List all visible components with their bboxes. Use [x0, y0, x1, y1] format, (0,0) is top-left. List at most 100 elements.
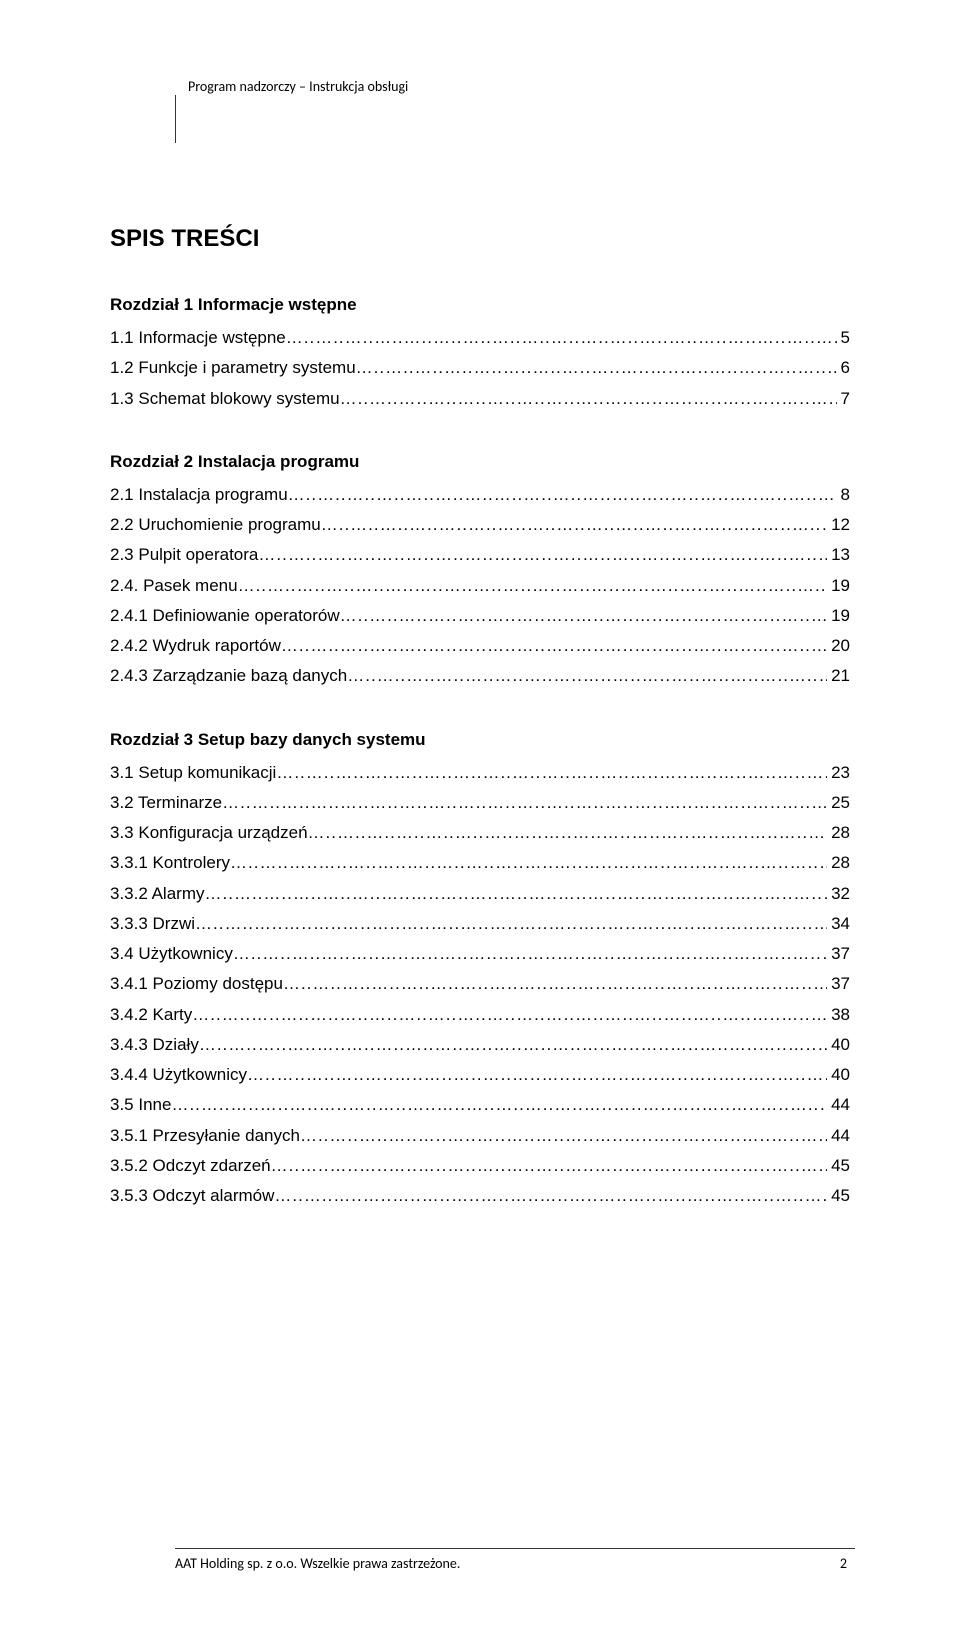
- toc-entry: 2.4. Pasek menu19: [110, 571, 850, 601]
- toc-leader: [230, 848, 827, 878]
- toc-entry: 2.3 Pulpit operatora 13: [110, 540, 850, 570]
- header-text: Program nadzorczy – Instrukcja obsługi: [188, 78, 408, 95]
- toc-entry: 1.1 Informacje wstępne 5: [110, 323, 850, 353]
- toc-entry: 3.4.2 Karty 38: [110, 1000, 850, 1030]
- toc-entry: 3.3.3 Drzwi 34: [110, 909, 850, 939]
- toc-leader: [356, 353, 837, 383]
- toc-page: 19: [827, 601, 850, 631]
- toc-entry: 1.2 Funkcje i parametry systemu 6: [110, 353, 850, 383]
- toc-page: 25: [827, 788, 850, 818]
- toc-entry: 2.4.2 Wydruk raportów 20: [110, 631, 850, 661]
- toc-page: 37: [827, 939, 850, 969]
- toc-leader: [274, 1181, 827, 1211]
- toc-page: 6: [837, 353, 850, 383]
- toc-label: 3.2 Terminarze: [110, 788, 222, 818]
- footer-page-number: 2: [840, 1555, 855, 1572]
- toc-leader: [308, 818, 828, 848]
- toc-leader: [300, 1121, 827, 1151]
- toc-leader: [171, 1090, 827, 1120]
- toc-label: 3.5.3 Odczyt alarmów: [110, 1181, 274, 1211]
- toc-entry: 3.1 Setup komunikacji 23: [110, 758, 850, 788]
- toc-entry: 3.5.3 Odczyt alarmów 45: [110, 1181, 850, 1211]
- toc-entry: 2.1 Instalacja programu 8: [110, 480, 850, 510]
- toc-label: 3.4.3 Działy: [110, 1030, 199, 1060]
- toc-label: 1.1 Informacje wstępne: [110, 323, 286, 353]
- toc-label: 3.3 Konfiguracja urządzeń: [110, 818, 308, 848]
- toc-label: 3.3.1 Kontrolery: [110, 848, 230, 878]
- toc-label: 1.2 Funkcje i parametry systemu: [110, 353, 356, 383]
- toc-leader: [286, 323, 837, 353]
- toc-leader: [271, 1151, 827, 1181]
- toc-label: 1.3 Schemat blokowy systemu: [110, 384, 340, 414]
- toc-page: 45: [827, 1181, 850, 1211]
- toc-page: 28: [827, 818, 850, 848]
- toc-leader: [283, 969, 827, 999]
- toc-page: 21: [827, 661, 850, 691]
- toc-page: 8: [837, 480, 850, 510]
- toc-page: 34: [827, 909, 850, 939]
- toc-label: 3.4.4 Użytkownicy: [110, 1060, 247, 1090]
- toc-leader: [347, 661, 827, 691]
- header-divider: [175, 95, 176, 143]
- toc-content: SPIS TREŚCI Rozdział 1 Informacje wstępn…: [110, 225, 850, 1211]
- toc-page: 13: [827, 540, 850, 570]
- toc-leader: [258, 540, 827, 570]
- chapter-heading: Rozdział 3 Setup bazy danych systemu: [110, 730, 850, 750]
- toc-leader: [233, 939, 827, 969]
- toc-entry: 3.5 Inne 44: [110, 1090, 850, 1120]
- toc-label: 3.5 Inne: [110, 1090, 171, 1120]
- toc-entry: 3.3.2 Alarmy32: [110, 879, 850, 909]
- footer-divider: [175, 1548, 855, 1549]
- toc-label: 2.4.2 Wydruk raportów: [110, 631, 281, 661]
- toc-label: 2.4.1 Definiowanie operatorów: [110, 601, 340, 631]
- toc-entry: 3.5.2 Odczyt zdarzeń 45: [110, 1151, 850, 1181]
- toc-page: 20: [827, 631, 850, 661]
- toc-entry: 3.4.4 Użytkownicy 40: [110, 1060, 850, 1090]
- toc-entry: 3.4 Użytkownicy 37: [110, 939, 850, 969]
- toc-page: 40: [827, 1030, 850, 1060]
- toc-leader: [288, 480, 837, 510]
- toc-leader: [247, 1060, 827, 1090]
- toc-leader: [321, 510, 827, 540]
- toc-entry: 3.3 Konfiguracja urządzeń 28: [110, 818, 850, 848]
- toc-page: 44: [827, 1090, 850, 1120]
- toc-page: 23: [827, 758, 850, 788]
- toc-label: 2.1 Instalacja programu: [110, 480, 288, 510]
- toc-entry: 2.2 Uruchomienie programu12: [110, 510, 850, 540]
- toc-leader: [199, 1030, 827, 1060]
- toc-label: 2.3 Pulpit operatora: [110, 540, 258, 570]
- toc-label: 3.4.1 Poziomy dostępu: [110, 969, 283, 999]
- toc-leader: [281, 631, 827, 661]
- toc-page: 7: [837, 384, 850, 414]
- toc-entry: 3.2 Terminarze 25: [110, 788, 850, 818]
- toc-page: 40: [827, 1060, 850, 1090]
- toc-entry: 2.4.1 Definiowanie operatorów 19: [110, 601, 850, 631]
- toc-page: 38: [827, 1000, 850, 1030]
- toc-page: 12: [827, 510, 850, 540]
- toc-entry: 3.4.3 Działy 40: [110, 1030, 850, 1060]
- toc-entry: 1.3 Schemat blokowy systemu 7: [110, 384, 850, 414]
- toc-page: 32: [827, 879, 850, 909]
- toc-page: 45: [827, 1151, 850, 1181]
- toc-page: 44: [827, 1121, 850, 1151]
- toc-label: 3.5.1 Przesyłanie danych: [110, 1121, 300, 1151]
- toc-label: 2.4. Pasek menu: [110, 571, 238, 601]
- toc-label: 3.1 Setup komunikacji: [110, 758, 276, 788]
- toc-leader: [222, 788, 827, 818]
- footer-text: AAT Holding sp. z o.o. Wszelkie prawa za…: [175, 1555, 460, 1572]
- toc-label: 3.4.2 Karty: [110, 1000, 192, 1030]
- toc-label: 3.3.3 Drzwi: [110, 909, 195, 939]
- chapter-heading: Rozdział 1 Informacje wstępne: [110, 295, 850, 315]
- toc-entry: 2.4.3 Zarządzanie bazą danych21: [110, 661, 850, 691]
- toc-leader: [238, 571, 828, 601]
- toc-page: 5: [837, 323, 850, 353]
- toc-entry: 3.3.1 Kontrolery28: [110, 848, 850, 878]
- toc-label: 3.5.2 Odczyt zdarzeń: [110, 1151, 271, 1181]
- page-title: SPIS TREŚCI: [110, 225, 850, 253]
- toc-leader: [192, 1000, 827, 1030]
- toc-leader: [205, 879, 828, 909]
- toc-leader: [195, 909, 827, 939]
- toc-leader: [340, 601, 827, 631]
- toc-label: 3.4 Użytkownicy: [110, 939, 233, 969]
- footer: AAT Holding sp. z o.o. Wszelkie prawa za…: [175, 1548, 855, 1572]
